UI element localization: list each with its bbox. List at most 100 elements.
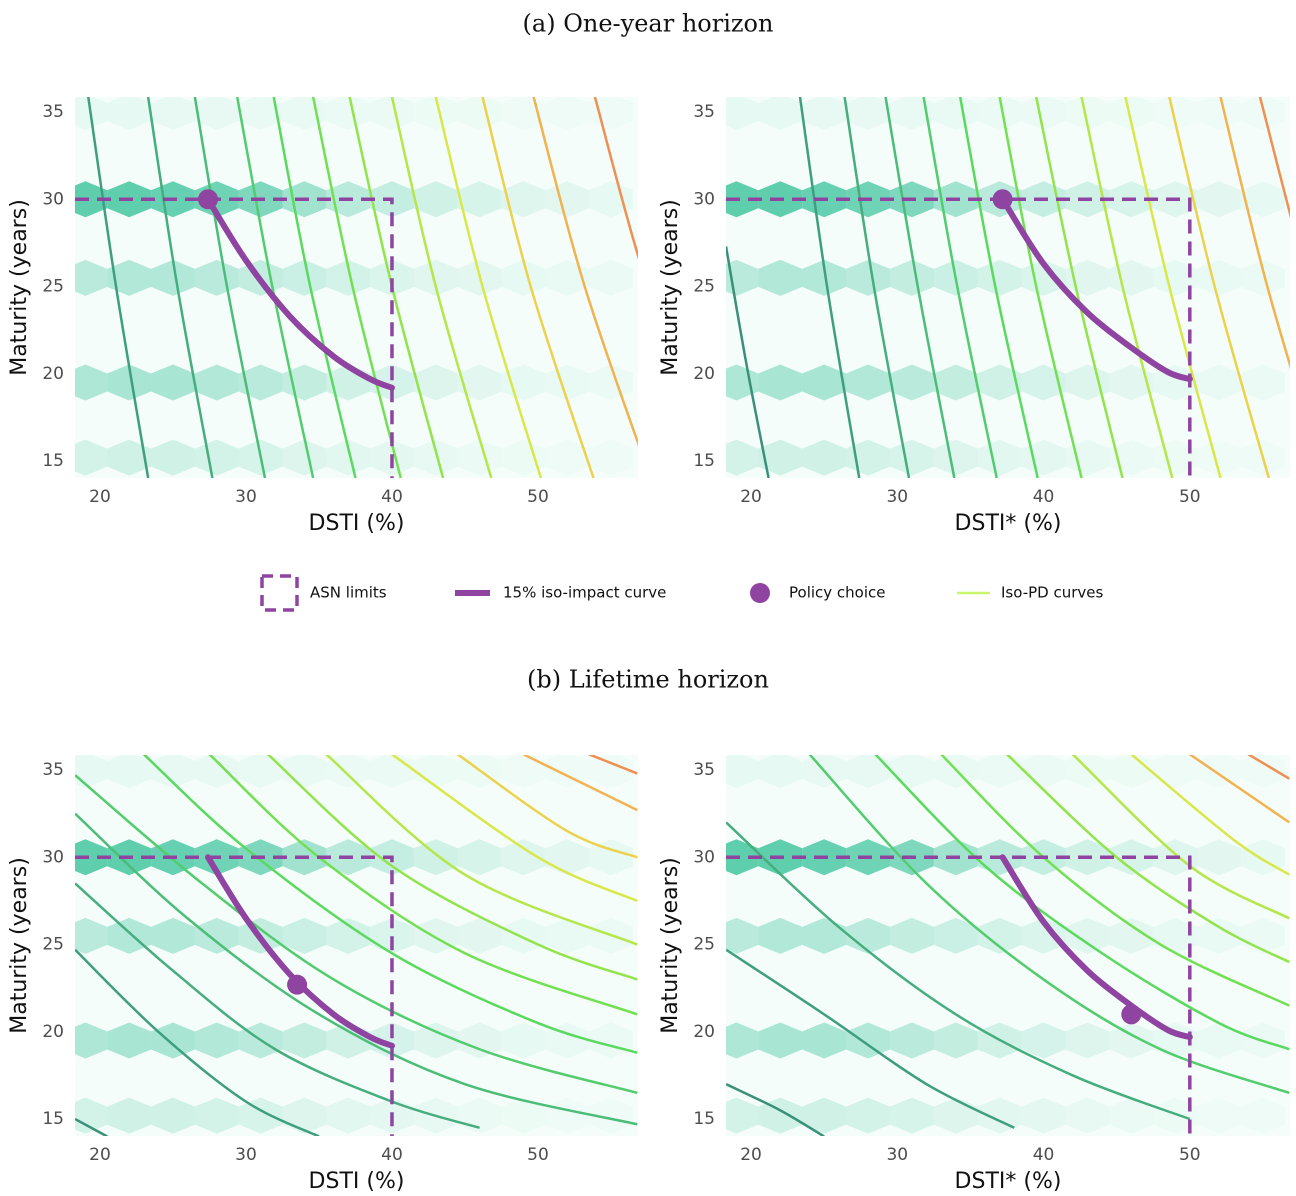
hexbin-cell [1153,917,1198,954]
hexbin-cell [802,1097,847,1134]
hexbin-cell [194,1097,239,1134]
hexbin-cell [413,439,458,476]
y-tick-label: 25 [693,277,715,297]
hexbin-cell [501,259,546,296]
hexbin-cell [370,259,414,296]
hexbin-cell [326,97,371,131]
hexbin-cell [933,439,978,476]
hexbin-cell [726,839,759,876]
y-tick-label: 15 [693,1109,715,1129]
hexbin-cell [501,839,546,876]
hexbin-cell [758,97,803,131]
hexbin-cell [758,755,803,789]
hexbin-cell [282,1022,327,1059]
iso-pd-curve [1258,97,1290,219]
hexbin-cell [151,755,195,789]
hexbin-cell [1021,1097,1066,1134]
hexbin-cell [282,917,327,954]
hexbin-cell [802,439,847,476]
x-axis-label: DSTI* (%) [955,1169,1062,1194]
x-tick-label: 30 [235,487,257,507]
hexbin-cell [802,259,847,296]
hexbin-cell [846,97,890,131]
hexbin-cell [151,97,195,131]
iso-pd-curve [1006,755,1290,964]
legend-label: Policy choice [789,584,886,602]
iso-pd-curve [456,755,638,859]
iso-pd-curve [311,97,402,478]
hexbin-cell [75,917,108,954]
hexbin-cell [370,364,414,401]
iso-pd-curve [481,97,595,478]
legend-key [750,583,770,603]
iso-pd-curve [522,755,638,812]
hexbin-cell [1109,259,1154,296]
hexbin-cell [75,755,108,789]
iso-pd-curve [146,97,214,478]
hexbin-cell [75,439,108,476]
hexbin-cell [413,364,458,401]
x-tick-label: 40 [381,1145,403,1165]
hexbin-cell [326,439,371,476]
hexbin-cell [151,1022,195,1059]
hexbin-cell [977,439,1022,476]
x-tick-label: 40 [1033,487,1055,507]
hexbin-cell [758,1022,803,1059]
plot-area [75,755,638,1136]
hexbin-cell [1197,917,1242,954]
hexbin-cell [933,97,978,131]
hexbin-cell [1153,364,1198,401]
x-tick-label: 50 [1179,1145,1201,1165]
x-tick-label: 30 [886,1145,908,1165]
hexbin-cell [282,259,327,296]
iso-pd-curve [391,755,638,903]
hexbin-cell [151,439,195,476]
iso-pd-curve [208,755,638,1016]
hexbin-cell [1241,259,1285,296]
hexbin-cell [889,439,934,476]
hexbin-cell [758,917,803,954]
iso-pd-curve [1124,97,1222,478]
hexbin-cell [977,1097,1022,1134]
iso-pd-curve [593,97,638,261]
hexbin-cell [1197,181,1242,218]
y-tick-label: 20 [42,1022,64,1042]
iso-pd-curve [1247,755,1290,780]
iso-pd-curve [958,97,1039,478]
hexbin-cell [933,917,978,954]
hexbin-cell [413,181,458,218]
hexbin-cell [194,755,239,789]
y-axis-label: Maturity (years) [7,199,32,376]
hexbin-cell [238,755,283,789]
hexbin-cell [726,1022,759,1059]
y-tick-label: 35 [693,760,715,780]
policy-choice [1121,1004,1142,1025]
hexbin-cell [846,364,890,401]
iso-pd-curve [75,882,480,1129]
iso-pd-curve [940,755,1290,1007]
hexbin-cell [1065,1097,1110,1134]
hexbin-cell [1109,1097,1154,1134]
hexbin-cell [1241,181,1285,218]
x-tick-label: 50 [1179,487,1201,507]
x-tick-label: 50 [527,1145,549,1165]
hexbin-cell [1197,364,1242,401]
hexbin-cell [758,259,803,296]
iso-pd-curve [272,97,357,478]
legend-label: ASN limits [310,584,387,602]
y-tick-label: 25 [42,277,64,297]
hexbin-cell [802,364,847,401]
hexbin-cell [194,97,239,131]
iso-pd-curve [142,755,638,1054]
policy-choice [992,189,1013,210]
hexbin-cell [457,439,502,476]
iso-pd-curve [267,755,638,981]
hexbin-cell [1065,1022,1110,1059]
hexbin-cell [846,1022,890,1059]
x-tick-label: 50 [527,487,549,507]
iso-pd-curve [235,97,315,478]
hexbin-cell [977,364,1022,401]
y-axis-label: Maturity (years) [658,857,683,1034]
hexbin-cell [1021,439,1066,476]
iso-pd-curve [726,246,770,478]
